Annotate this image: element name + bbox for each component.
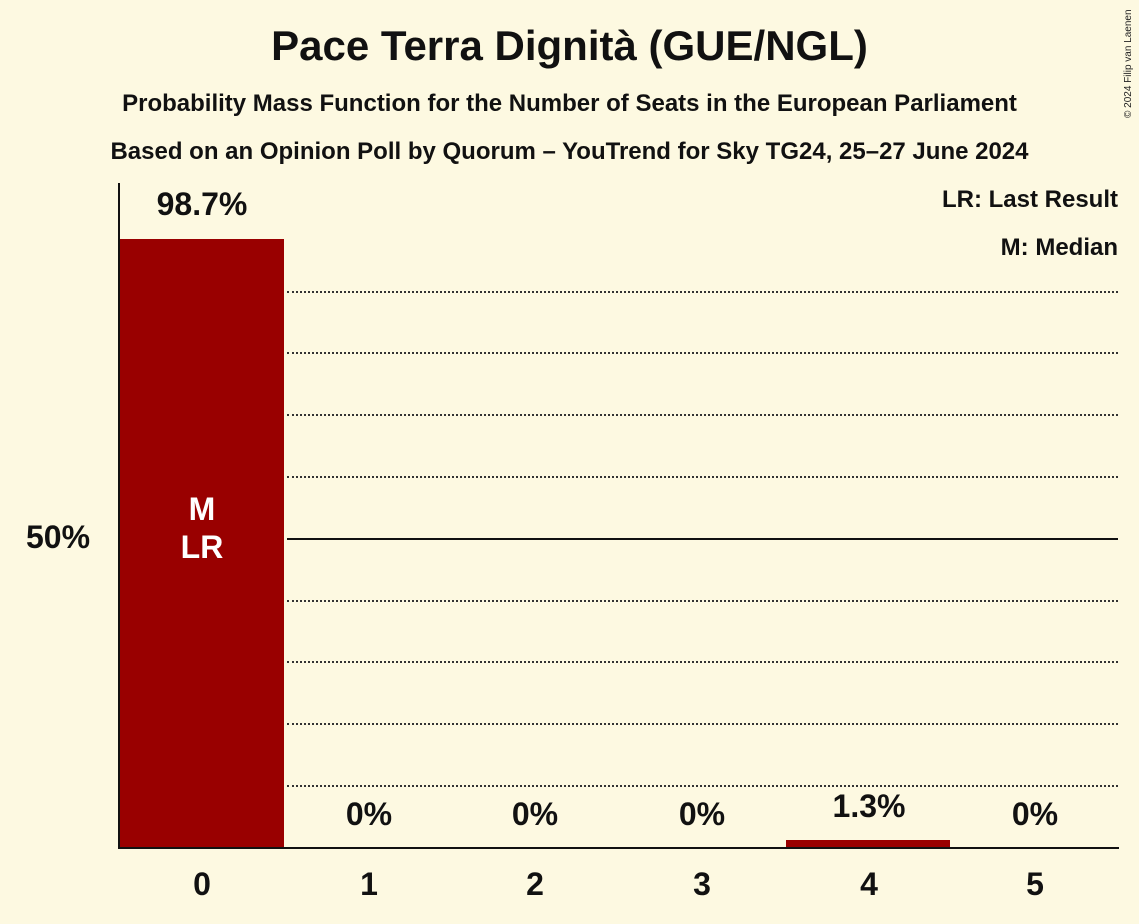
gridline-40 [287,600,1118,602]
x-tick-0: 0 [193,866,211,902]
x-tick-3: 3 [693,866,711,902]
gridline-90 [287,291,1118,293]
chart-title: Pace Terra Dignità (GUE/NGL) [271,22,868,69]
x-tick-5: 5 [1026,866,1044,902]
value-label-4: 1.3% [832,788,906,824]
value-label-1: 0% [345,796,393,832]
x-tick-4: 4 [860,866,878,902]
value-label-5: 0% [1011,796,1059,832]
last-result-marker: LR [180,529,224,565]
y-axis [118,183,120,849]
median-marker: M [188,491,216,527]
gridline-80 [287,352,1118,354]
value-label-3: 0% [678,796,726,832]
bar-4 [786,840,950,848]
chart-source: Based on an Opinion Poll by Quorum – You… [110,138,1029,165]
x-axis [118,847,1119,849]
x-tick-1: 1 [360,866,378,902]
bar-0 [120,239,284,848]
copyright: © 2024 Filip van Laenen [1123,9,1134,118]
gridline-70 [287,414,1118,416]
legend-last-result: LR: Last Result [941,186,1118,213]
y-tick-label-50: 50% [26,519,91,555]
gridline-10 [287,785,1118,787]
gridline-30 [287,661,1118,663]
value-label-2: 0% [511,796,559,832]
legend-median: M: Median [1000,234,1118,261]
x-tick-2: 2 [526,866,544,902]
gridline-50 [287,538,1118,540]
chart-subtitle: Probability Mass Function for the Number… [122,90,1017,117]
gridline-20 [287,723,1118,725]
gridline-60 [287,476,1118,478]
value-label-0: 98.7% [156,186,248,222]
